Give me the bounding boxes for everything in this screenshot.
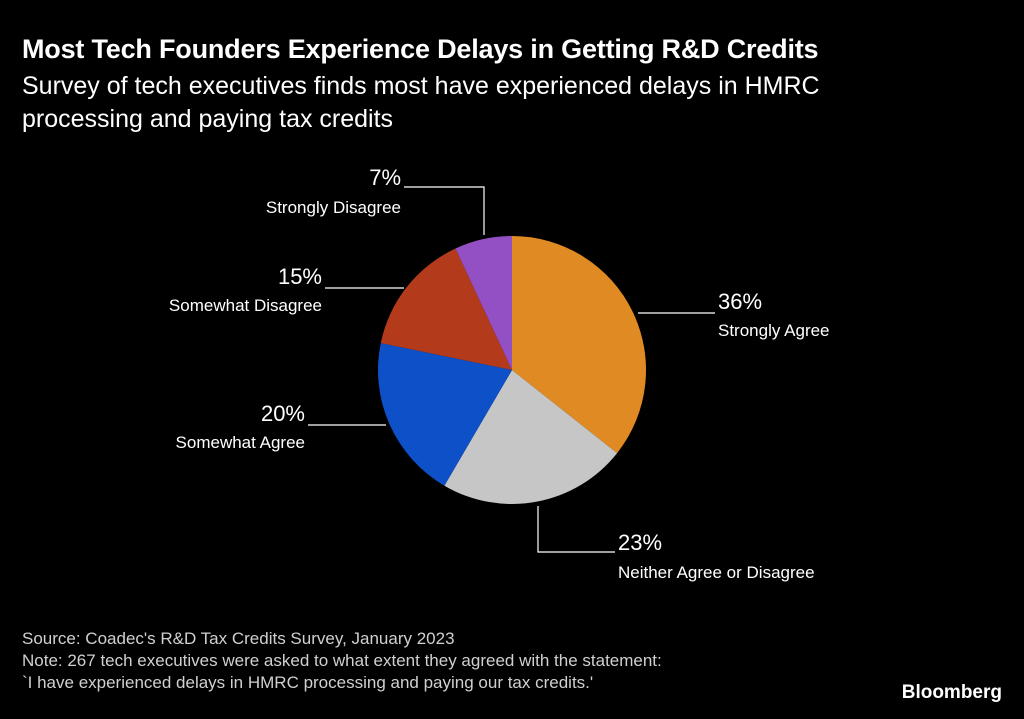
category-label-strongly-disagree: Strongly Disagree bbox=[266, 198, 401, 217]
value-label-somewhat-agree: 20% bbox=[261, 401, 305, 426]
chart-subtitle: Survey of tech executives finds most hav… bbox=[22, 72, 820, 133]
value-label-neither-agree-or-disagree: 23% bbox=[618, 530, 662, 555]
leader-line-neither-agree-or-disagree bbox=[537, 506, 615, 553]
bloomberg-logo: Bloomberg bbox=[901, 682, 1002, 703]
value-label-somewhat-disagree: 15% bbox=[278, 264, 322, 289]
source-text: Source: Coadec's R&D Tax Credits Survey,… bbox=[22, 629, 455, 648]
category-label-somewhat-disagree: Somewhat Disagree bbox=[169, 296, 322, 315]
chart-title: Most Tech Founders Experience Delays in … bbox=[22, 34, 819, 64]
chart-footer: Source: Coadec's R&D Tax Credits Survey,… bbox=[22, 628, 662, 694]
pie-slice-neither-agree-or-disagree bbox=[444, 370, 618, 505]
note-text-line-1: Note: 267 tech executives were asked to … bbox=[22, 651, 662, 670]
category-label-strongly-agree: Strongly Agree bbox=[718, 321, 830, 340]
value-label-strongly-disagree: 7% bbox=[369, 165, 401, 190]
leader-line-strongly-disagree bbox=[404, 186, 485, 235]
pie-slices bbox=[377, 236, 647, 505]
note-text-line-2: `I have experienced delays in HMRC proce… bbox=[22, 673, 594, 692]
pie-slice-strongly-agree bbox=[512, 236, 647, 454]
pie-slice-strongly-disagree bbox=[455, 236, 512, 370]
slice-labels: 36% Strongly Agree 23% Neither Agree or Dis… bbox=[169, 165, 830, 582]
pie-slice-somewhat-agree bbox=[377, 343, 512, 486]
category-label-somewhat-agree: Somewhat Agree bbox=[176, 433, 305, 452]
category-label-neither-agree-or-disagree: Neither Agree or Disagree bbox=[618, 563, 815, 582]
pie-slice-somewhat-disagree bbox=[380, 248, 512, 370]
leader-lines bbox=[308, 186, 715, 553]
value-label-strongly-agree: 36% bbox=[718, 289, 762, 314]
